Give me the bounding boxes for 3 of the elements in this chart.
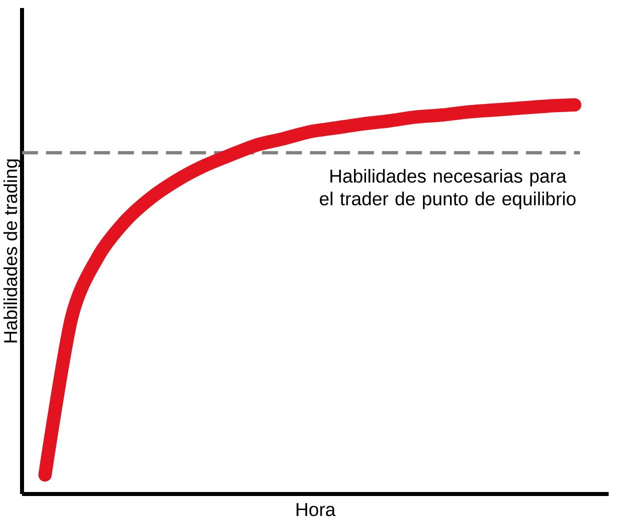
ref-line-label: Habilidades necesarias para el trader de punto de equilibrio [320,169,576,210]
x-axis-title: Hora [296,503,336,516]
y-axis-title: Habilidades de trading [3,159,21,342]
